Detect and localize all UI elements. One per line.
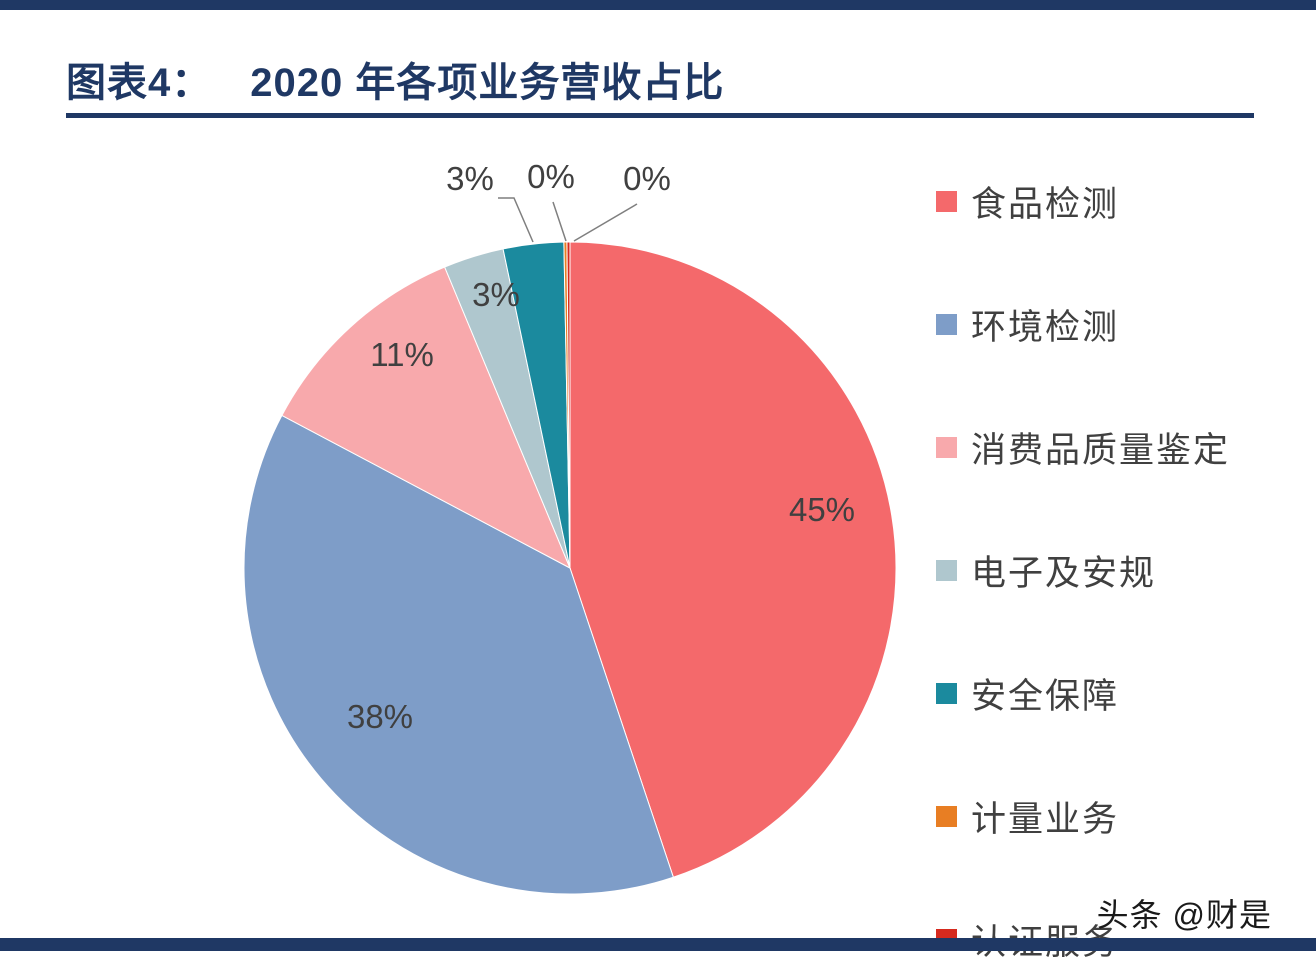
legend-label-environment: 环境检测 bbox=[971, 308, 1120, 347]
pct-label-security: 3% bbox=[446, 160, 494, 197]
legend-label-electronics: 电子及安规 bbox=[971, 554, 1157, 593]
legend-swatch-security bbox=[936, 683, 957, 704]
legend-swatch-measurement bbox=[936, 806, 957, 827]
legend-swatch-electronics bbox=[936, 560, 957, 581]
legend-item-electronics: 电子及安规 bbox=[936, 545, 1230, 596]
watermark: 头条 @财是 bbox=[1096, 897, 1272, 933]
bottom-accent-bar bbox=[0, 938, 1316, 951]
legend-item-environment: 环境检测 bbox=[936, 299, 1230, 350]
top-accent-bar bbox=[0, 0, 1316, 10]
pct-label-electronics: 3% bbox=[472, 276, 520, 313]
legend-item-security: 安全保障 bbox=[936, 668, 1230, 719]
title-divider bbox=[66, 113, 1254, 118]
chart-title: 图表4： 2020 年各项业务营收占比 bbox=[66, 50, 724, 108]
pct-label-food: 45% bbox=[788, 491, 856, 528]
legend-swatch-food bbox=[936, 191, 957, 212]
legend-label-measurement: 计量业务 bbox=[971, 800, 1120, 839]
legend-item-measurement: 计量业务 bbox=[936, 791, 1230, 842]
figure-label: 图表4： bbox=[66, 61, 213, 105]
pct-label-measurement: 0% bbox=[527, 158, 575, 195]
legend-item-consumer: 消费品质量鉴定 bbox=[936, 422, 1230, 473]
legend-swatch-environment bbox=[936, 314, 957, 335]
chart-legend: 食品检测 环境检测 消费品质量鉴定 电子及安规 安全保障 计量业务 认证服务 bbox=[936, 176, 1230, 965]
legend-label-food: 食品检测 bbox=[971, 185, 1120, 224]
pct-label-consumer: 11% bbox=[370, 336, 434, 373]
pct-label-certification: 0% bbox=[623, 160, 671, 197]
legend-swatch-consumer bbox=[936, 437, 957, 458]
figure-title: 2020 年各项业务营收占比 bbox=[250, 61, 725, 105]
legend-label-consumer: 消费品质量鉴定 bbox=[971, 431, 1231, 470]
pct-label-environment: 38% bbox=[346, 698, 414, 735]
legend-label-security: 安全保障 bbox=[971, 677, 1120, 716]
legend-item-food: 食品检测 bbox=[936, 176, 1230, 227]
